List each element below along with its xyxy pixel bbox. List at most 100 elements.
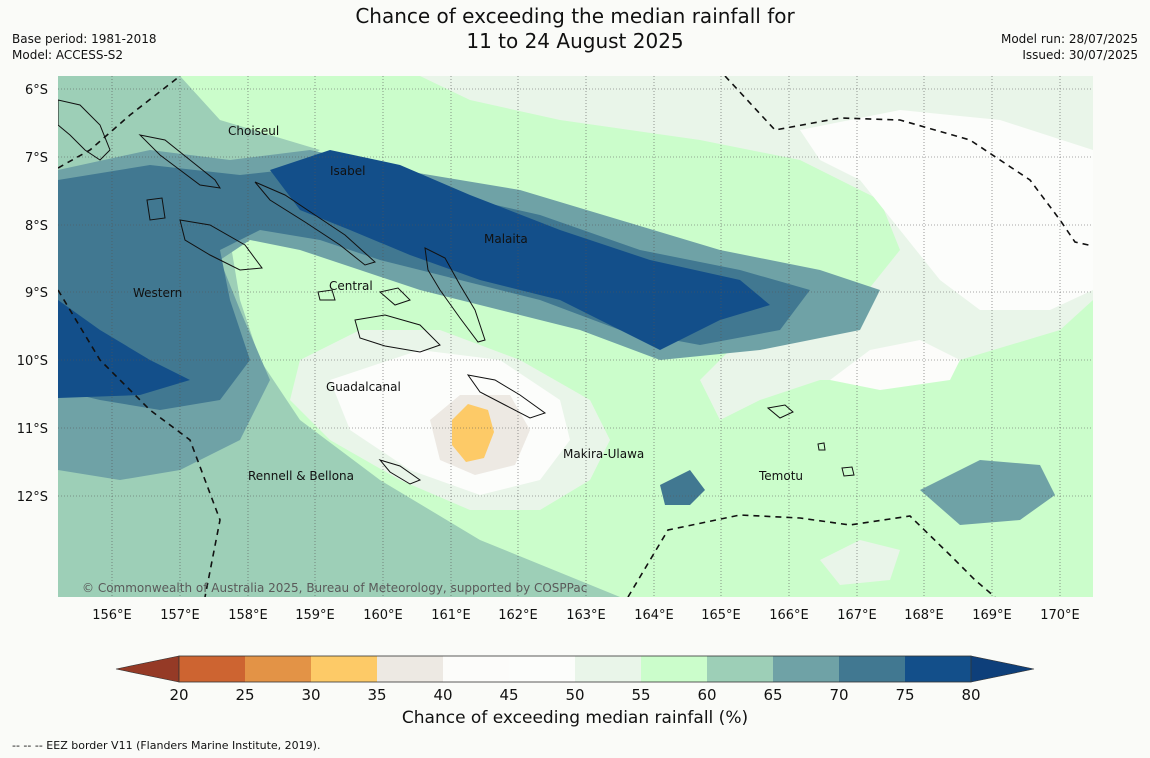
colorbar-swatch xyxy=(245,656,312,682)
colorbar-swatch xyxy=(839,656,906,682)
eez-footnote: -- -- -- EEZ border V11 (Flanders Marine… xyxy=(12,739,321,752)
model-name-text: Model: ACCESS-S2 xyxy=(12,48,124,62)
choiseul-island xyxy=(138,134,221,189)
region-label-guadalcanal: Guadalcanal xyxy=(326,380,401,394)
colorbar-tick-label: 40 xyxy=(433,686,452,704)
vanikoro-island xyxy=(841,466,855,477)
florida-islands xyxy=(378,287,411,306)
colorbar-swatch xyxy=(575,656,642,682)
colorbar-tick-label: 45 xyxy=(499,686,518,704)
map-title: Chance of exceeding the median rainfall … xyxy=(0,4,1150,54)
region-label-rennell-bellona: Rennell & Bellona xyxy=(248,469,354,483)
lat-tick-label: 8°S xyxy=(25,219,48,234)
colorbar-tick-label: 35 xyxy=(367,686,386,704)
colorbar-under-arrow xyxy=(115,655,180,683)
colorbar-tick-label: 50 xyxy=(565,686,584,704)
colorbar-swatch xyxy=(707,656,774,682)
santa-cruz-island xyxy=(766,404,794,419)
colorbar-swatch xyxy=(443,656,510,682)
model-info: Base period: 1981-2018 Model: ACCESS-S2 xyxy=(12,31,157,63)
region-labels: Choiseul Isabel Malaita Western Central … xyxy=(133,124,803,483)
lat-tick-label: 9°S xyxy=(25,286,48,301)
colorbar-swatch xyxy=(773,656,840,682)
colorbar-tick-label: 75 xyxy=(895,686,914,704)
lat-tick-label: 7°S xyxy=(25,151,48,166)
region-label-central: Central xyxy=(329,279,373,293)
lon-tick-label: 158°E xyxy=(228,608,268,623)
russell-islands xyxy=(317,289,336,301)
colorbar: 20 25 30 35 40 45 50 55 60 65 70 75 80 xyxy=(115,655,1035,704)
lon-tick-label: 157°E xyxy=(160,608,200,623)
lon-tick-label: 166°E xyxy=(769,608,809,623)
colorbar-over-arrow xyxy=(970,655,1035,683)
colorbar-swatch xyxy=(509,656,576,682)
band-80 xyxy=(58,165,810,410)
band-75 xyxy=(58,150,880,480)
model-run-text: Model run: 28/07/2025 xyxy=(1000,32,1138,46)
lat-tick-label: 11°S xyxy=(17,422,48,437)
band-over-80-north xyxy=(270,150,770,350)
region-label-malaita: Malaita xyxy=(484,232,528,246)
lat-tick-label: 6°S xyxy=(25,83,48,98)
malaita-island xyxy=(424,247,486,343)
new-georgia-islands xyxy=(179,219,263,271)
bougainville-island xyxy=(58,99,111,161)
lat-tick-label: 10°S xyxy=(17,354,48,369)
colorbar-swatch xyxy=(905,656,972,682)
islands xyxy=(58,99,855,485)
region-label-choiseul: Choiseul xyxy=(228,124,279,138)
title-line-2: 11 to 24 August 2025 xyxy=(466,29,684,53)
colorbar-frame xyxy=(178,655,972,683)
latitude-axis: 6°S 7°S 8°S 9°S 10°S 11°S 12°S xyxy=(17,83,48,505)
patch-southeast-light xyxy=(820,540,900,585)
band-40-central xyxy=(452,404,494,462)
lon-tick-label: 162°E xyxy=(498,608,538,623)
colorbar-swatch xyxy=(641,656,708,682)
isabel-island xyxy=(254,181,376,266)
lon-tick-label: 164°E xyxy=(634,608,674,623)
guadalcanal-island xyxy=(354,314,441,353)
colorbar-tick-label: 55 xyxy=(631,686,650,704)
colorbar-swatch xyxy=(179,656,246,682)
colorbar-tick-label: 30 xyxy=(301,686,320,704)
lon-tick-label: 170°E xyxy=(1040,608,1080,623)
longitude-axis: 156°E 157°E 158°E 159°E 160°E 161°E 162°… xyxy=(92,608,1080,623)
band-50-east xyxy=(830,340,960,390)
lon-tick-label: 159°E xyxy=(295,608,335,623)
colorbar-swatch xyxy=(377,656,444,682)
colorbar-swatch xyxy=(311,656,378,682)
colorbar-tick-label: 60 xyxy=(697,686,716,704)
rennell-island xyxy=(378,459,422,485)
lon-tick-label: 160°E xyxy=(363,608,403,623)
vella-lavella-island xyxy=(146,197,166,221)
lat-tick-label: 12°S xyxy=(17,490,48,505)
lon-tick-label: 167°E xyxy=(837,608,877,623)
band-over-80-west xyxy=(58,300,190,398)
contour-field xyxy=(58,76,1093,597)
region-label-isabel: Isabel xyxy=(330,164,365,178)
lon-tick-label: 163°E xyxy=(566,608,606,623)
lon-tick-label: 161°E xyxy=(431,608,471,623)
title-line-1: Chance of exceeding the median rainfall … xyxy=(355,4,795,28)
region-label-makira-ulawa: Makira-Ulawa xyxy=(563,447,644,461)
eez-borders xyxy=(58,76,1093,597)
patch-south xyxy=(660,470,705,505)
run-info: Model run: 28/07/2025 Issued: 30/07/2025 xyxy=(1001,31,1138,63)
colorbar-label: Chance of exceeding median rainfall (%) xyxy=(401,708,749,728)
lon-tick-label: 156°E xyxy=(92,608,132,623)
patch-southeast xyxy=(920,460,1055,525)
lon-tick-label: 165°E xyxy=(701,608,741,623)
tikopia-island xyxy=(817,442,826,451)
colorbar-tick-label: 65 xyxy=(763,686,782,704)
lon-tick-label: 169°E xyxy=(972,608,1012,623)
copyright-text: © Commonwealth of Australia 2025, Bureau… xyxy=(82,581,587,595)
region-label-western: Western xyxy=(133,286,182,300)
base-period-text: Base period: 1981-2018 xyxy=(12,32,157,46)
issued-text: Issued: 30/07/2025 xyxy=(1022,48,1138,62)
makira-island xyxy=(466,374,547,419)
band-55-ne xyxy=(800,110,1093,310)
colorbar-tick-label: 20 xyxy=(169,686,188,704)
colorbar-tick-label: 25 xyxy=(235,686,254,704)
lon-tick-label: 168°E xyxy=(904,608,944,623)
